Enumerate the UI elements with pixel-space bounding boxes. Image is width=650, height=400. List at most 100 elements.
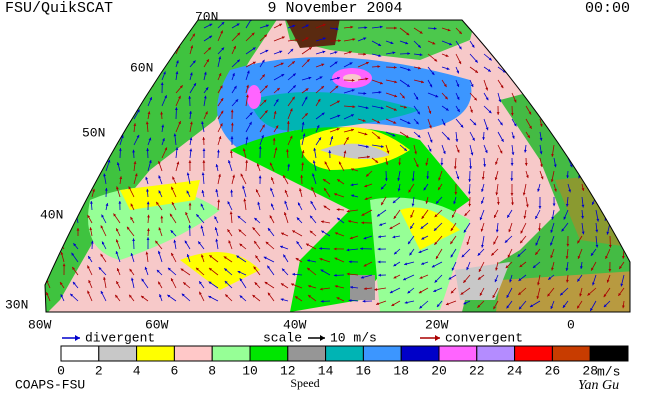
wind-arrow-head <box>520 230 524 234</box>
wind-arrow-head <box>363 37 367 41</box>
wind-arrow-head <box>89 176 93 180</box>
wind-arrow-head <box>360 247 363 251</box>
wind-arrow-head <box>193 83 197 87</box>
wind-arrow-head <box>106 72 110 76</box>
wind-arrow <box>74 202 79 211</box>
wind-arrow-head <box>540 164 543 168</box>
wind-arrow-head <box>550 255 554 259</box>
wind-arrow-head <box>536 296 540 299</box>
wind-arrow-head <box>393 275 397 279</box>
wind-arrow <box>497 53 504 62</box>
wind-arrow-head <box>545 31 549 35</box>
wind-arrow <box>511 53 516 64</box>
colorbar-cell <box>60 345 100 362</box>
wind-arrow-head <box>434 58 438 62</box>
wind-arrow <box>63 58 69 68</box>
wind-arrow-head <box>393 108 397 111</box>
wind-arrow-head <box>528 96 531 100</box>
wind-arrow-head <box>624 31 628 35</box>
wind-arrow <box>623 92 626 101</box>
wind-arrow-head <box>76 45 80 49</box>
wind-arrow <box>119 70 127 81</box>
wind-arrow-head <box>385 162 389 166</box>
wind-arrow-head <box>406 32 410 36</box>
wind-arrow-head <box>493 306 496 310</box>
wind-arrow-head <box>553 45 557 49</box>
wind-arrow <box>91 56 94 68</box>
wind-arrow <box>161 20 166 29</box>
wind-arrow-head <box>567 149 571 153</box>
wind-arrow-head <box>346 272 350 276</box>
wind-arrow-head <box>579 293 583 297</box>
scale-label: scale <box>263 330 302 345</box>
wind-arrow-head <box>623 97 627 101</box>
wind-arrow-head <box>324 187 327 191</box>
wind-arrow-head <box>45 267 49 271</box>
wind-arrow <box>77 86 83 94</box>
wind-arrow-head <box>470 152 474 156</box>
wind-arrow-head <box>541 46 544 50</box>
wind-arrow-head <box>434 214 438 218</box>
wind-arrow-head <box>336 128 340 131</box>
wind-arrow-head <box>203 71 207 75</box>
wind-arrow-head <box>267 227 271 231</box>
wind-arrow-head <box>103 276 106 280</box>
wind-arrow-head <box>547 293 551 297</box>
wind-arrow-head <box>209 23 213 27</box>
wind-arrow-head <box>91 148 95 152</box>
wind-arrow-head <box>510 193 514 196</box>
wind-arrow-head <box>120 42 123 46</box>
wind-arrow-head <box>419 53 423 57</box>
wind-arrow-head <box>429 125 432 129</box>
wind-arrow <box>621 157 625 170</box>
wind-arrow-head <box>338 39 341 43</box>
wind-arrow <box>595 157 600 165</box>
wind-arrow-head <box>170 230 174 234</box>
wind-arrow-head <box>322 50 326 54</box>
wind-arrow-head <box>305 37 309 41</box>
wind-arrow-head <box>48 186 52 190</box>
wind-arrow-head <box>284 200 288 204</box>
wind-arrow-head <box>105 30 108 33</box>
wind-arrow-head <box>292 85 296 89</box>
wind-arrow-head <box>305 24 309 28</box>
wind-arrow-head <box>300 174 304 178</box>
wind-arrow-head <box>550 179 554 183</box>
wind-arrow-head <box>201 172 205 176</box>
wind-arrow <box>553 27 560 39</box>
colorbar-tick: 20 <box>431 363 447 378</box>
wind-arrow-head <box>486 29 490 33</box>
wind-arrow-head <box>312 173 315 177</box>
wind-arrow-head <box>503 32 507 36</box>
wind-arrow-head <box>451 267 455 271</box>
wind-arrow-head <box>192 33 195 37</box>
wind-arrow <box>133 20 140 29</box>
wind-arrow <box>497 40 506 46</box>
wind-arrow-head <box>130 216 134 220</box>
wind-arrow-head <box>205 87 209 91</box>
wind-arrow-head <box>557 70 560 74</box>
wind-arrow-head <box>307 267 311 271</box>
wind-arrow <box>91 107 95 120</box>
wind-arrow-head <box>556 35 560 39</box>
wind-arrow-head <box>218 73 222 77</box>
colorbar: 0 2 4 6 8 10 12 14 16 18 20 22 24 26 28 <box>57 345 629 378</box>
wind-arrow <box>77 72 83 81</box>
wind-arrow-head <box>463 229 467 233</box>
wind-arrow-head <box>495 229 499 233</box>
wind-arrow-head <box>525 72 529 76</box>
wind-arrow-head <box>625 45 628 49</box>
wind-arrow-head <box>270 177 274 181</box>
wind-arrow <box>91 20 96 29</box>
wind-arrow-head <box>264 85 268 89</box>
wind-arrow-head <box>243 198 247 202</box>
wind-arrow-head <box>186 172 190 176</box>
wind-arrow-head <box>415 164 419 168</box>
wind-arrow-head <box>130 253 134 257</box>
wind-arrow-head <box>63 68 67 72</box>
wind-arrow <box>161 47 170 55</box>
wind-arrow-head <box>621 255 625 259</box>
wind-arrow-head <box>202 137 206 140</box>
wind-arrow-head <box>496 112 500 115</box>
wind-arrow-head <box>275 125 279 129</box>
